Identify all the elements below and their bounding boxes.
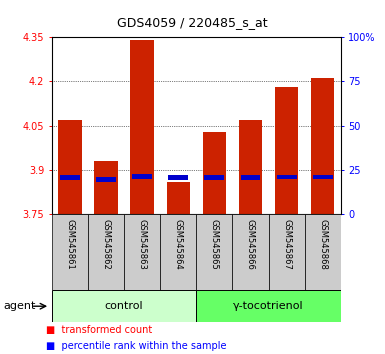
Bar <box>275 87 298 214</box>
Text: GSM545862: GSM545862 <box>102 219 110 270</box>
Bar <box>167 182 190 214</box>
Bar <box>233 214 269 290</box>
Bar <box>204 175 224 180</box>
Bar <box>276 175 296 179</box>
Bar <box>311 79 335 214</box>
Bar <box>168 175 188 180</box>
Text: ■  percentile rank within the sample: ■ percentile rank within the sample <box>46 341 227 351</box>
Bar <box>52 214 88 290</box>
Bar <box>52 290 196 322</box>
Bar <box>60 175 80 180</box>
Text: GSM545861: GSM545861 <box>65 219 75 270</box>
Bar <box>88 214 124 290</box>
Text: GSM545868: GSM545868 <box>318 219 327 270</box>
Text: GSM545864: GSM545864 <box>174 219 183 270</box>
Bar <box>239 120 262 214</box>
Text: γ-tocotrienol: γ-tocotrienol <box>233 301 304 311</box>
Bar <box>196 290 341 322</box>
Text: GDS4059 / 220485_s_at: GDS4059 / 220485_s_at <box>117 16 268 29</box>
Bar <box>160 214 196 290</box>
Bar <box>196 214 233 290</box>
Bar <box>313 175 333 179</box>
Text: agent: agent <box>4 301 36 311</box>
Bar <box>132 174 152 179</box>
Text: ■  transformed count: ■ transformed count <box>46 325 152 335</box>
Bar <box>305 214 341 290</box>
Text: GSM545863: GSM545863 <box>138 219 147 270</box>
Bar <box>124 214 160 290</box>
Bar <box>94 161 118 214</box>
Bar <box>203 132 226 214</box>
Bar <box>58 120 82 214</box>
Bar <box>131 40 154 214</box>
Bar <box>269 214 305 290</box>
Text: GSM545865: GSM545865 <box>210 219 219 270</box>
Bar <box>96 177 116 182</box>
Text: GSM545867: GSM545867 <box>282 219 291 270</box>
Bar <box>241 175 261 180</box>
Text: GSM545866: GSM545866 <box>246 219 255 270</box>
Text: control: control <box>105 301 144 311</box>
